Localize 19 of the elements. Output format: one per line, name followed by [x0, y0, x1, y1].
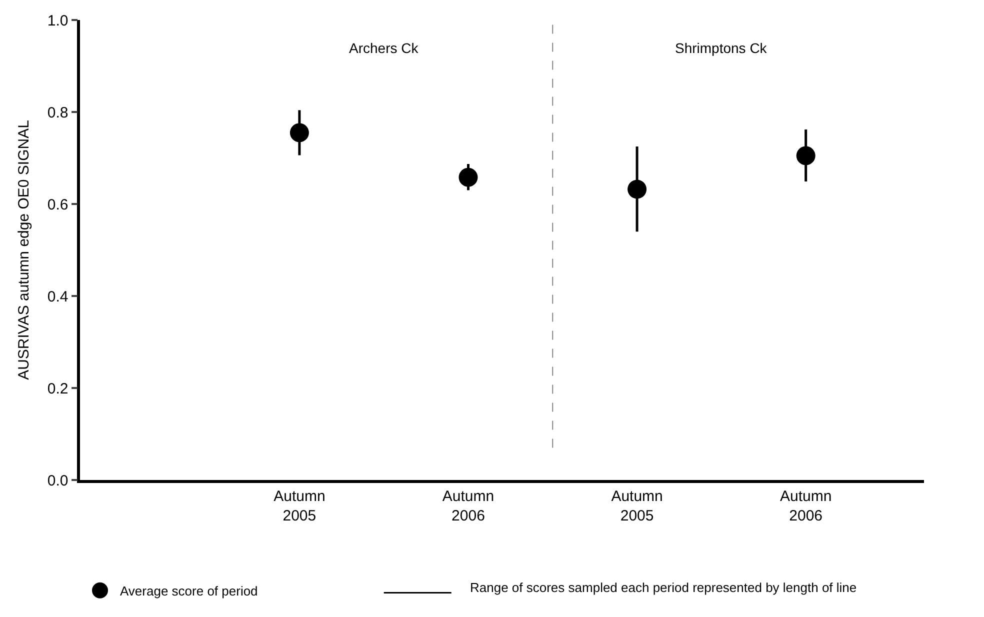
text: Range of scores sampled each period represented by length of line — [470, 580, 857, 595]
y-axis-title: AUSRIVAS autumn edge OE0 SIGNAL — [16, 120, 33, 380]
y-tick-label: 0.2 — [47, 380, 68, 398]
y-tick-label: 0.4 — [47, 288, 68, 306]
y-tick-label: 0.8 — [47, 104, 68, 122]
annotation: Archers Ck — [349, 40, 420, 56]
point — [628, 180, 647, 199]
point — [458, 168, 478, 187]
x-tick-label: Autumn 2006 — [442, 488, 494, 524]
x-tick-label: Autumn 2005 — [274, 488, 326, 524]
legend-label: Average score of period — [120, 583, 258, 598]
y-tick-label: 0.0 — [47, 472, 68, 490]
point — [796, 146, 816, 166]
annotation: Shrimptons Ck — [675, 40, 768, 56]
y-tick-label: 0.6 — [47, 196, 68, 214]
x-tick-label: Autumn 2006 — [780, 488, 832, 524]
y-tick-label: 1.0 — [47, 12, 68, 30]
point — [290, 123, 309, 142]
x-tick-label: Autumn 2005 — [611, 488, 663, 524]
